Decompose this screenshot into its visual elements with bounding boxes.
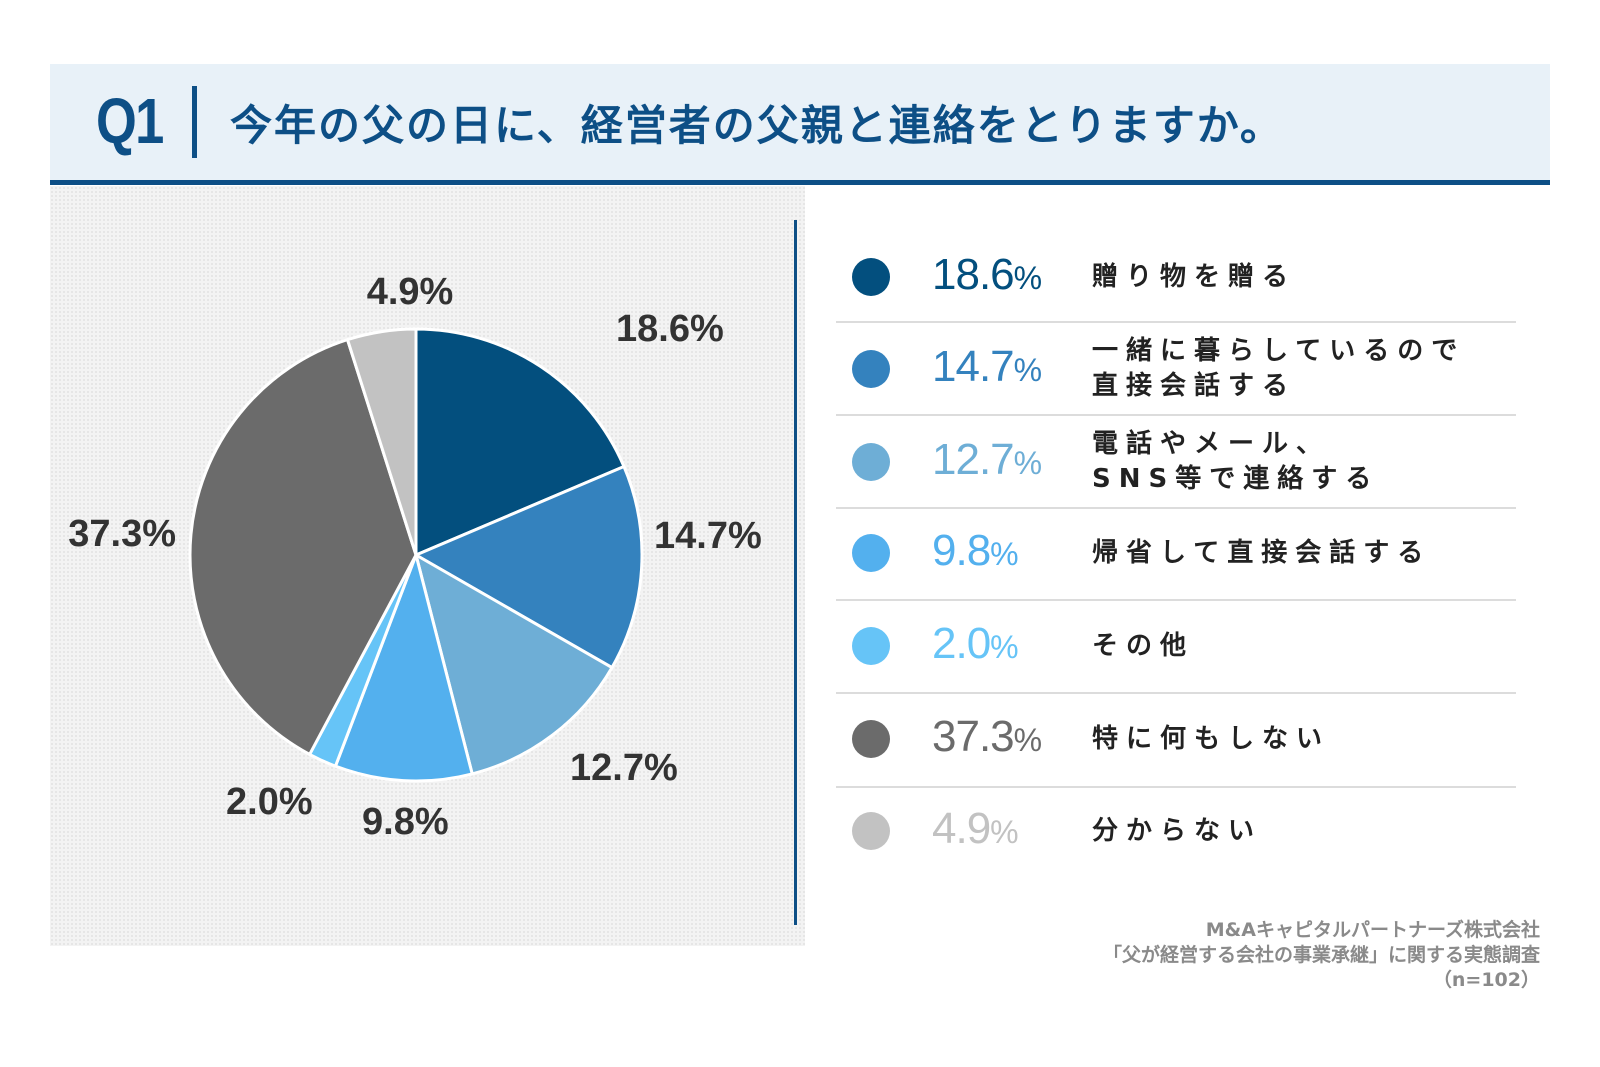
legend-percent: 14.7% <box>932 342 1042 392</box>
vertical-divider <box>794 220 797 925</box>
question-header: Q1 今年の父の日に、経営者の父親と連絡をとりますか。 <box>50 64 1550 185</box>
legend-separator <box>836 786 1516 788</box>
legend-percent-value: 9.8 <box>932 526 991 575</box>
pie-slice-label: 2.0% <box>226 781 313 823</box>
legend-percent: 37.3% <box>932 712 1042 762</box>
pie-slice-label: 37.3% <box>68 513 176 555</box>
source-company: M&Aキャピタルパートナーズ株式会社 <box>1205 919 1540 941</box>
legend-color-dot <box>852 350 890 388</box>
legend-percent-unit: % <box>1013 352 1042 388</box>
legend-percent: 18.6% <box>932 250 1042 300</box>
legend-color-dot <box>852 627 890 665</box>
header-divider <box>192 86 197 158</box>
pie-slice <box>413 551 615 776</box>
legend-color-dot <box>852 443 890 481</box>
legend-label: 特に何もしない <box>1092 724 1331 754</box>
source-note: M&Aキャピタルパートナーズ株式会社 「父が経営する会社の事業承継」に関する実態… <box>1103 918 1540 993</box>
legend-label: 分からない <box>1092 816 1263 846</box>
legend-label: 贈り物を贈る <box>1092 262 1297 292</box>
legend-color-dot <box>852 534 890 572</box>
legend-separator <box>836 321 1516 323</box>
legend-separator <box>836 414 1516 416</box>
source-survey: 「父が経営する会社の事業承継」に関する実態調査 <box>1102 944 1540 966</box>
pie-slice-label: 12.7% <box>570 747 678 789</box>
legend-percent-unit: % <box>990 536 1018 572</box>
legend-percent-unit: % <box>1013 260 1042 296</box>
legend-percent-value: 4.9 <box>932 804 991 853</box>
legend-percent-value: 2.0 <box>932 619 991 668</box>
legend-percent-unit: % <box>990 814 1018 850</box>
legend-separator <box>836 599 1516 601</box>
pie-slice <box>345 327 418 556</box>
legend-separator <box>836 692 1516 694</box>
legend-color-dot <box>852 720 890 758</box>
question-number: Q1 <box>96 85 164 157</box>
legend-percent: 9.8% <box>932 526 1019 576</box>
pie-chart: 18.6% 14.7% 12.7% 9.8% 2.0% 37.3% 4.9% <box>68 271 762 843</box>
legend-label: 電話やメール、 SNS等で連絡する <box>1092 429 1380 494</box>
legend-percent-unit: % <box>1013 445 1042 481</box>
legend-color-dot <box>852 258 890 296</box>
legend-percent-value: 37.3 <box>932 712 1015 761</box>
legend-percent-value: 18.6 <box>932 250 1015 299</box>
pie-slice <box>188 337 418 757</box>
legend-label: 一緒に暮らしているので 直接会話する <box>1092 336 1466 401</box>
question-title: 今年の父の日に、経営者の父親と連絡をとりますか。 <box>230 101 1284 150</box>
legend-color-dot <box>852 812 890 850</box>
legend-percent-value: 12.7 <box>932 435 1015 484</box>
source-sample-size: （n=102） <box>1432 969 1540 991</box>
legend-label: その他 <box>1092 631 1195 661</box>
pie-slice <box>333 550 475 783</box>
legend-percent: 2.0% <box>932 619 1019 669</box>
pie-slice-label: 4.9% <box>367 271 454 313</box>
legend-separator <box>836 507 1516 509</box>
legend-percent-unit: % <box>1013 722 1042 758</box>
pie-slice-label: 18.6% <box>616 308 724 350</box>
legend-percent-value: 14.7 <box>932 342 1015 391</box>
legend-percent: 12.7% <box>932 435 1042 485</box>
legend-label: 帰省して直接会話する <box>1092 538 1432 568</box>
pie-slice <box>414 327 626 558</box>
pie-slice-label: 9.8% <box>362 801 449 843</box>
legend-percent-unit: % <box>990 629 1018 665</box>
pie-slice-label: 14.7% <box>654 515 762 557</box>
legend-percent: 4.9% <box>932 804 1019 854</box>
pie-chart-panel: 18.6% 14.7% 12.7% 9.8% 2.0% 37.3% 4.9% <box>50 186 805 946</box>
pie-slice <box>412 464 644 670</box>
